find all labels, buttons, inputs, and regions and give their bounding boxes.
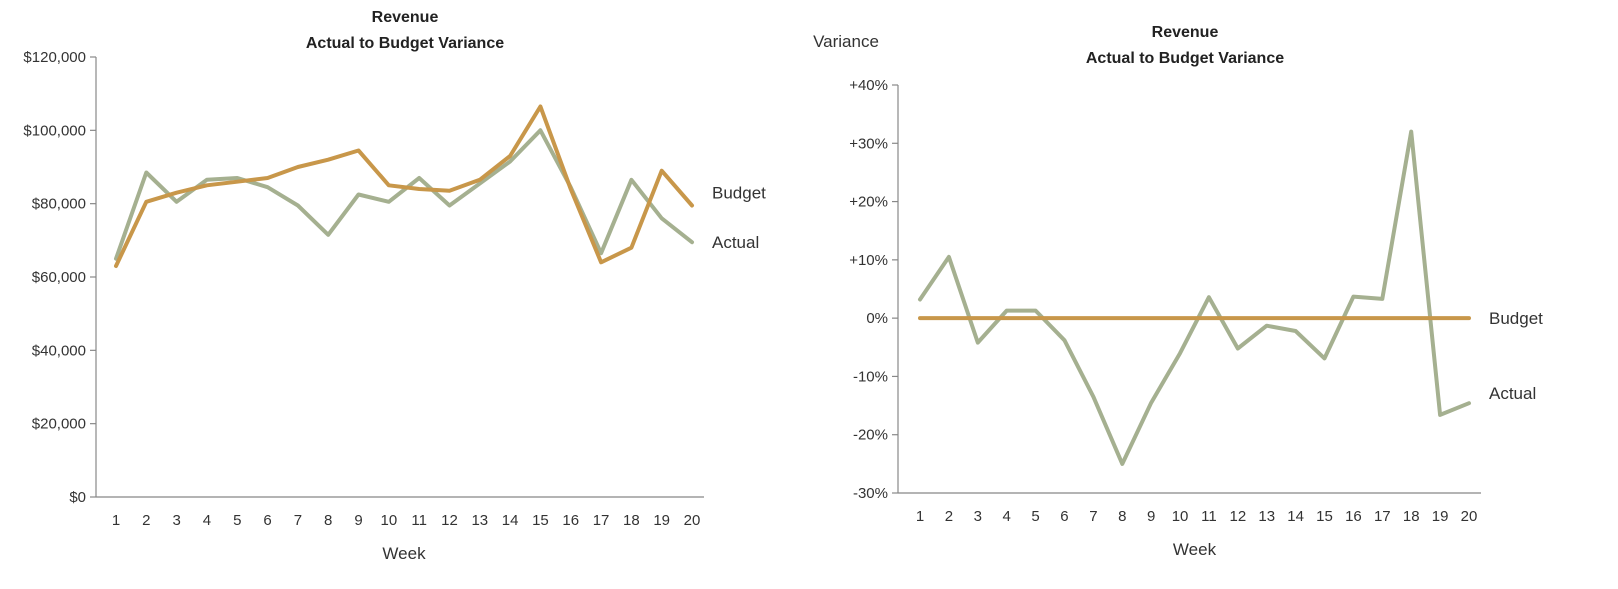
x-tick-label: 8 [1118, 508, 1126, 525]
x-tick-label: 13 [471, 512, 488, 529]
x-tick-label: 20 [684, 512, 701, 529]
x-tick-label: 4 [1003, 508, 1011, 525]
x-tick-label: 11 [1201, 508, 1217, 525]
x-tick-label: 15 [1316, 508, 1333, 525]
x-tick-label: 19 [653, 512, 670, 529]
x-tick-label: 13 [1258, 508, 1275, 525]
y-tick-label: $100,000 [23, 122, 86, 139]
x-tick-label: 12 [441, 512, 458, 529]
x-tick-label: 17 [1374, 508, 1391, 525]
x-axis-label: Week [1173, 540, 1217, 559]
y-tick-label: -20% [853, 427, 888, 444]
x-tick-label: 18 [623, 512, 640, 529]
y-tick-label: -10% [853, 368, 888, 385]
x-tick-label: 1 [916, 508, 924, 525]
x-tick-label: 6 [1060, 508, 1068, 525]
x-tick-label: 2 [945, 508, 953, 525]
x-tick-label: 16 [1345, 508, 1362, 525]
x-tick-label: 3 [172, 512, 180, 529]
chart-title: Revenue [1152, 24, 1219, 41]
x-tick-label: 12 [1229, 508, 1246, 525]
y-tick-label: $60,000 [32, 269, 86, 286]
series-label-actual: Actual [712, 233, 759, 252]
y-tick-label: 0% [866, 310, 888, 327]
series-line-actual [114, 128, 694, 261]
y-tick-label: -30% [853, 485, 888, 502]
series-label-budget: Budget [1489, 309, 1543, 328]
y-tick-label: +20% [849, 194, 888, 211]
chart-subtitle: Actual to Budget Variance [306, 35, 504, 52]
chart-subtitle: Actual to Budget Variance [1086, 50, 1284, 67]
x-tick-label: 9 [354, 512, 362, 529]
series-line-actual [918, 129, 1471, 466]
x-tick-label: 14 [1287, 508, 1304, 525]
x-tick-label: 15 [532, 512, 549, 529]
revenue-chart-variance: Revenue Actual to Budget Variance -30% -20%… [800, 0, 1618, 589]
x-tick-label: 7 [294, 512, 302, 529]
revenue-chart-dollars-svg: Revenue Actual to Budget Variance $0 $20,00… [23, 9, 766, 563]
revenue-chart-dollars: Revenue Actual to Budget Variance $0 $20,00… [0, 0, 800, 589]
x-tick-label: 16 [562, 512, 579, 529]
series-label-actual: Actual [1489, 384, 1536, 403]
revenue-chart-variance-svg: Revenue Actual to Budget Variance -30% -20%… [813, 24, 1543, 559]
x-tick-label: 20 [1461, 508, 1478, 525]
y-tick-label: $120,000 [23, 49, 86, 66]
x-tick-label: 1 [112, 512, 120, 529]
x-tick-label: 7 [1089, 508, 1097, 525]
x-tick-label: 18 [1403, 508, 1420, 525]
x-tick-label: 19 [1432, 508, 1449, 525]
x-tick-label: 5 [1031, 508, 1039, 525]
y-tick-label: $20,000 [32, 416, 86, 433]
x-axis-label: Week [382, 544, 426, 563]
x-tick-label: 5 [233, 512, 241, 529]
y-tick-label: $40,000 [32, 342, 86, 359]
y-tick-label: $0 [69, 489, 86, 506]
y-tick-label: +10% [849, 252, 888, 269]
y-tick-label: $80,000 [32, 196, 86, 213]
x-tick-label: 10 [380, 512, 397, 529]
x-tick-label: 6 [263, 512, 271, 529]
y-tick-label: +40% [849, 77, 888, 94]
series-line-budget [114, 104, 694, 268]
x-tick-label: 10 [1172, 508, 1189, 525]
x-tick-label: 3 [974, 508, 982, 525]
chart-title: Revenue [372, 9, 439, 26]
x-tick-label: 14 [502, 512, 519, 529]
x-tick-label: 17 [593, 512, 610, 529]
x-tick-label: 4 [203, 512, 211, 529]
y-axis-label: Variance [813, 32, 879, 51]
x-tick-label: 2 [142, 512, 150, 529]
x-tick-label: 8 [324, 512, 332, 529]
series-label-budget: Budget [712, 184, 766, 203]
y-tick-label: +30% [849, 135, 888, 152]
x-tick-label: 9 [1147, 508, 1155, 525]
x-tick-label: 11 [411, 512, 427, 529]
